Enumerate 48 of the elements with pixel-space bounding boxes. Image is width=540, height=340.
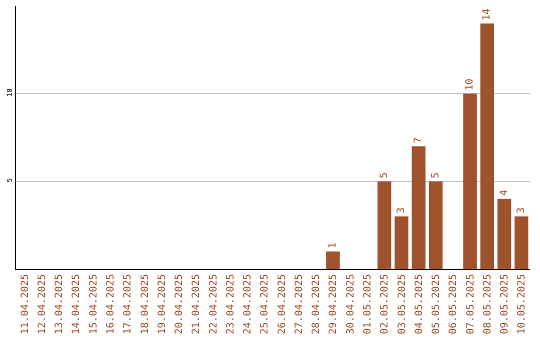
data-label: 5 bbox=[430, 172, 442, 178]
bar bbox=[326, 251, 340, 269]
x-tick-label: 15.04.2025 bbox=[88, 274, 100, 334]
data-label: 3 bbox=[396, 207, 407, 214]
x-tick-label: 14.04.2025 bbox=[71, 274, 82, 334]
x-tick-label: 11.04.2025 bbox=[20, 274, 31, 334]
x-tick-label: 18.04.2025 bbox=[140, 274, 151, 334]
x-tick-label: 09.05.2025 bbox=[500, 274, 511, 334]
x-tick-label: 12.04.2025 bbox=[36, 274, 48, 334]
x-tick-label: 07.05.2025 bbox=[465, 274, 476, 334]
x-tick-label: 20.04.2025 bbox=[174, 274, 186, 334]
x-tick-label: 25.04.2025 bbox=[260, 274, 271, 334]
x-tick-label: 26.04.2025 bbox=[276, 274, 288, 334]
x-tick-label: 10.05.2025 bbox=[516, 274, 528, 334]
x-tick-label: 24.04.2025 bbox=[242, 274, 254, 334]
data-label: 7 bbox=[413, 137, 424, 144]
x-tick-label: 02.05.2025 bbox=[380, 274, 391, 334]
x-tick-label: 23.04.2025 bbox=[225, 274, 236, 334]
x-tick-label: 29.04.2025 bbox=[328, 274, 340, 334]
x-tick-label: 16.04.2025 bbox=[105, 274, 116, 334]
bar bbox=[378, 181, 392, 269]
x-tick-label: 17.04.2025 bbox=[122, 274, 134, 334]
bar bbox=[480, 24, 494, 269]
x-tick-label: 21.04.2025 bbox=[191, 274, 202, 334]
x-tick-label: 04.05.2025 bbox=[414, 274, 425, 334]
x-tick-label: 06.05.2025 bbox=[448, 274, 460, 334]
bar bbox=[514, 216, 528, 269]
bar bbox=[412, 146, 426, 269]
data-label: 14 bbox=[482, 8, 493, 21]
data-label: 5 bbox=[378, 172, 390, 178]
x-tick-label: 08.05.2025 bbox=[482, 274, 494, 334]
data-label: 1 bbox=[327, 242, 338, 248]
x-tick-label: 03.05.2025 bbox=[396, 274, 408, 334]
x-tick-label: 13.04.2025 bbox=[54, 274, 66, 334]
x-tick-label: 28.04.2025 bbox=[311, 274, 322, 334]
x-tick-label: 22.04.2025 bbox=[208, 274, 220, 334]
data-label: 10 bbox=[464, 78, 476, 91]
bar bbox=[394, 216, 408, 269]
data-label: 4 bbox=[498, 190, 510, 196]
bar bbox=[463, 94, 477, 269]
bar bbox=[428, 181, 443, 269]
x-tick-label: 30.04.2025 bbox=[345, 274, 356, 334]
x-tick-label: 27.04.2025 bbox=[294, 274, 305, 334]
x-tick-label: 01.05.2025 bbox=[362, 274, 374, 334]
data-label: 3 bbox=[516, 207, 527, 214]
x-tick-label: 05.05.2025 bbox=[431, 274, 442, 334]
x-tick-label: 19.04.2025 bbox=[156, 274, 168, 334]
bar bbox=[497, 198, 512, 269]
